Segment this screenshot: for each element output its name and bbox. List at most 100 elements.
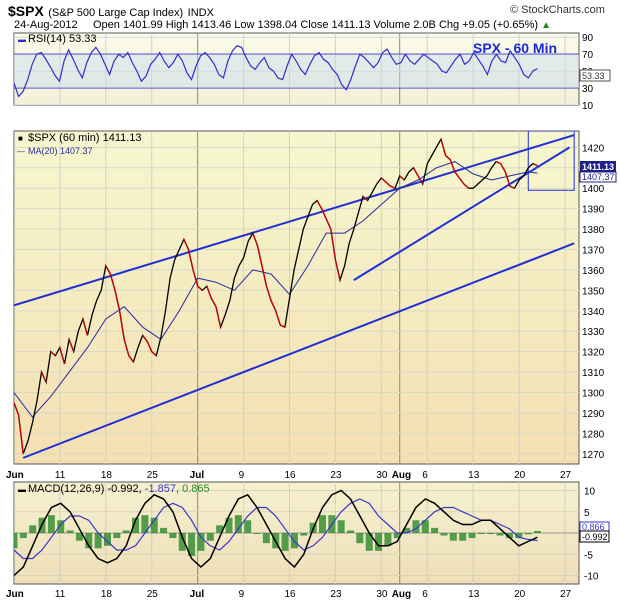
price-down-segment [197, 285, 203, 291]
price-tick-label: 1330 [582, 327, 605, 338]
macd-histogram-bar [431, 527, 439, 533]
price-down-segment [151, 351, 157, 357]
ma-value-tag: 1407.37 [579, 171, 617, 183]
macd-histogram-bar [262, 533, 270, 544]
macd-tick-label: 10 [584, 487, 596, 498]
highlight-box [527, 131, 575, 191]
svg-text:-0.992: -0.992 [582, 532, 608, 542]
close-value-tag: 1411.13 [580, 161, 616, 172]
macd-histogram-bar [225, 517, 233, 533]
price-down-segment [412, 167, 419, 177]
price-tick-label: 1390 [582, 205, 605, 216]
date-tick-label: 18 [101, 589, 113, 600]
quote-values: Open 1401.99 High 1413.46 Low 1398.04 Cl… [93, 19, 539, 31]
date-tick-label: 20 [514, 589, 526, 600]
macd-histogram-bar [468, 533, 476, 539]
price-down-segment [50, 351, 56, 357]
macd-histogram-bar [347, 530, 355, 533]
macd-label: MACD(12,26,9) -0.992, -1.857, 0.865 [28, 483, 210, 495]
macd-histogram-bar [440, 533, 448, 536]
macd-signal-line [14, 498, 538, 560]
macd-histogram-bar [141, 515, 149, 533]
macd-histogram-bar [412, 520, 420, 533]
ma-legend-swatch: — [17, 147, 25, 156]
price-down-segment [128, 355, 134, 363]
price-down-segment [330, 228, 337, 260]
date-tick-label: 20 [514, 470, 526, 481]
rsi-label: RSI(14) 53.33 [28, 33, 96, 45]
macd-tick-label: 5 [584, 508, 590, 519]
date-tick-label: 25 [147, 470, 159, 481]
macd-label-main: MACD(12,26,9) -0.992, [28, 483, 142, 495]
date-tick-label: Aug [392, 589, 411, 600]
macd-histogram-bar [216, 525, 224, 533]
date-tick-label: 16 [285, 589, 297, 600]
price-tick-label: 1380 [582, 225, 605, 236]
date-tick-label: 6 [422, 470, 428, 481]
price-down-segment [142, 334, 148, 342]
rsi-tick-label: 90 [582, 33, 594, 44]
price-down-segment [187, 249, 194, 271]
macd-histogram-bar [188, 533, 196, 556]
price-down-segment [316, 200, 323, 209]
price-down-segment [334, 259, 341, 281]
price-down-segment [40, 371, 47, 383]
macd-histogram-bar [253, 533, 261, 534]
price-down-segment [463, 183, 470, 189]
rsi-tick-label: 30 [582, 84, 594, 95]
up-arrow-icon: ▲ [541, 20, 551, 31]
macd-histogram-bar [206, 533, 214, 541]
price-down-segment [215, 306, 222, 328]
date-tick-label: 18 [101, 470, 113, 481]
date-tick-label: Jul [190, 589, 205, 600]
date-tick-label: 13 [468, 589, 480, 600]
price-down-segment [504, 171, 511, 187]
ma-line [14, 161, 538, 418]
macd-plot [14, 489, 541, 577]
date-tick-label: 9 [239, 589, 245, 600]
price-down-segment [114, 290, 121, 311]
rsi-legend-swatch: ▬ [18, 35, 26, 44]
date-tick-label: Jul [190, 470, 205, 481]
price-tick-label: 1290 [582, 409, 605, 420]
macd-histogram-bar [505, 533, 513, 539]
ma-label: MA(20) 1407.37 [28, 146, 93, 156]
price-down-segment [105, 265, 111, 275]
date-tick-label: 6 [422, 589, 428, 600]
macd-histogram-bar [524, 533, 532, 535]
date-tick-label: Aug [392, 470, 411, 481]
price-down-segment [458, 177, 465, 185]
rsi-value-tag: 53.33 [579, 69, 611, 82]
macd-histogram-bar [421, 520, 429, 533]
macd-histogram-bar [365, 533, 373, 551]
index-name: (S&P 500 Large Cap Index) [48, 7, 184, 19]
price-panel-background [13, 130, 580, 465]
macd-histogram-bar [178, 533, 186, 551]
chart-symbol-header: $SPX (S&P 500 Large Cap Index) INDX [8, 3, 214, 21]
price-down-segment [265, 286, 272, 301]
macd-histogram-bar [85, 533, 93, 549]
price-down-segment [68, 339, 75, 352]
date-tick-label: 27 [560, 589, 572, 600]
price-tick-label: 1420 [582, 143, 605, 154]
macd-histogram-bar [234, 515, 242, 533]
price-down-segment [146, 341, 153, 352]
macd-histogram-bar [150, 517, 158, 533]
price-tick-label: 1350 [582, 286, 605, 297]
price-down-segment [380, 177, 387, 183]
price-down-segment [454, 171, 460, 179]
price-down-segment [82, 318, 89, 336]
price-plot [14, 131, 575, 459]
price-down-segment [261, 265, 268, 287]
macd-label-hist: 0.865 [179, 483, 210, 495]
rsi-plot [14, 44, 579, 98]
price-down-segment [210, 298, 217, 308]
watermark: © StockCharts.com [510, 4, 605, 16]
price-down-segment [206, 286, 213, 299]
price-down-segment [440, 138, 447, 156]
quote-line: Open 1401.99 High 1413.46 Low 1398.04 Cl… [93, 19, 551, 31]
price-tick-label: 1280 [582, 429, 605, 440]
macd-histogram-bar [281, 533, 289, 551]
macd-histogram-bar [244, 520, 252, 533]
price-down-segment [321, 208, 327, 220]
